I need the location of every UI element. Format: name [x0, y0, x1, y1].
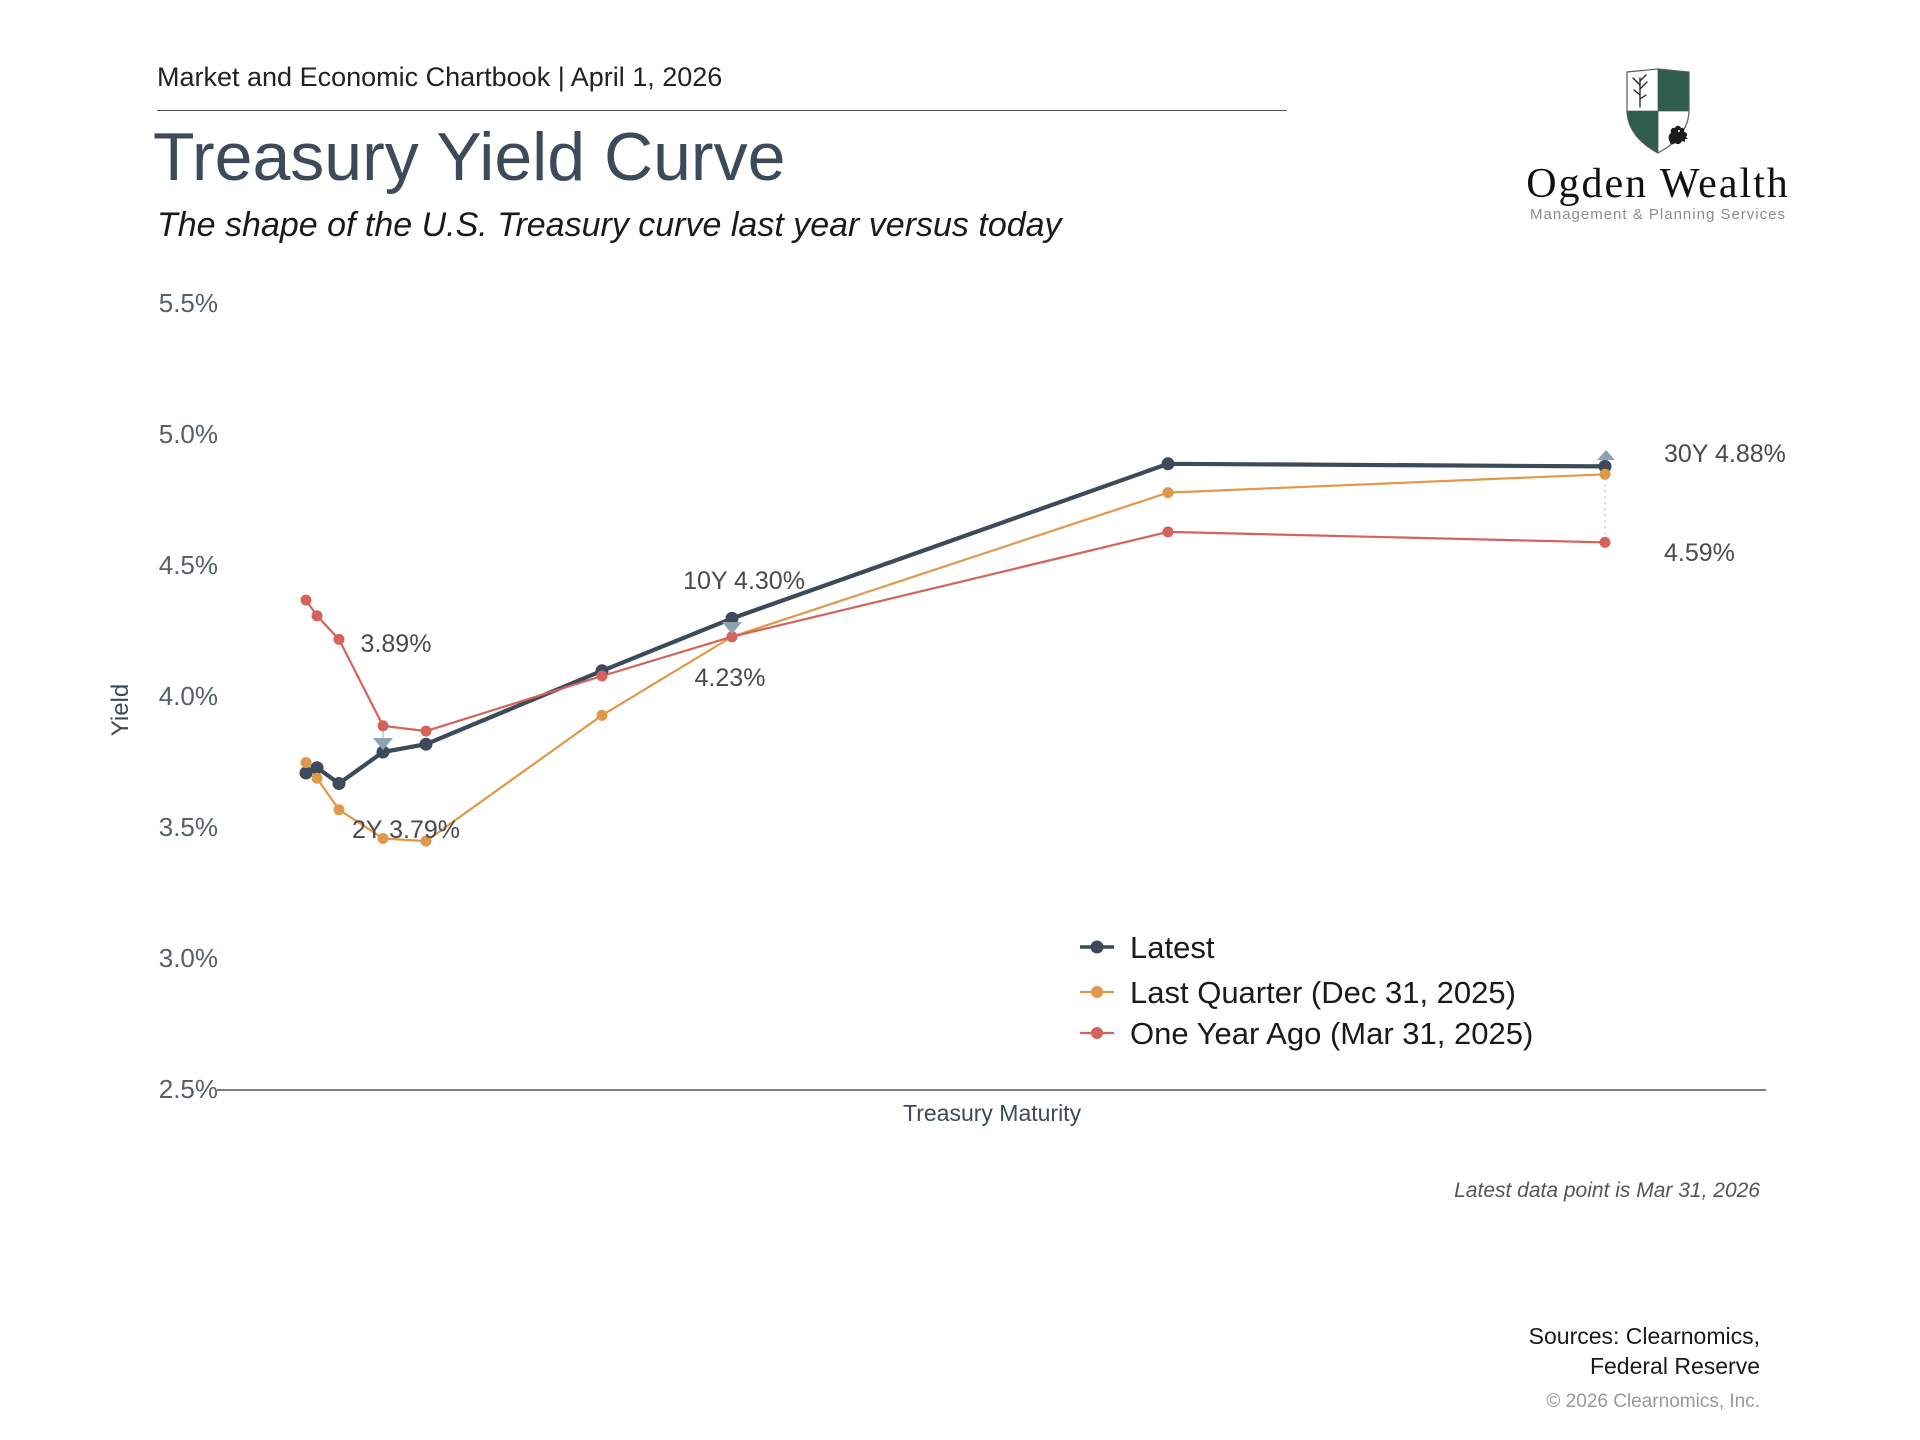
svg-text:10Y 4.30%: 10Y 4.30% — [683, 567, 805, 595]
svg-text:Last Quarter (Dec 31, 2025): Last Quarter (Dec 31, 2025) — [1130, 975, 1516, 1010]
svg-text:5.0%: 5.0% — [159, 419, 218, 449]
svg-text:One Year Ago (Mar 31, 2025): One Year Ago (Mar 31, 2025) — [1130, 1016, 1533, 1051]
svg-text:4.0%: 4.0% — [159, 681, 218, 711]
svg-text:2.5%: 2.5% — [159, 1074, 218, 1104]
svg-text:4.59%: 4.59% — [1664, 539, 1735, 567]
svg-text:3.5%: 3.5% — [159, 812, 218, 842]
svg-text:4.5%: 4.5% — [159, 550, 218, 580]
svg-text:Yield: Yield — [107, 684, 134, 736]
svg-text:3.89%: 3.89% — [361, 630, 432, 658]
svg-text:Latest: Latest — [1130, 930, 1215, 965]
svg-text:30Y 4.88%: 30Y 4.88% — [1664, 440, 1786, 468]
svg-text:3.0%: 3.0% — [159, 943, 218, 973]
svg-text:4.23%: 4.23% — [695, 664, 766, 692]
svg-text:5.5%: 5.5% — [159, 288, 218, 318]
svg-text:2Y 3.79%: 2Y 3.79% — [352, 816, 460, 844]
